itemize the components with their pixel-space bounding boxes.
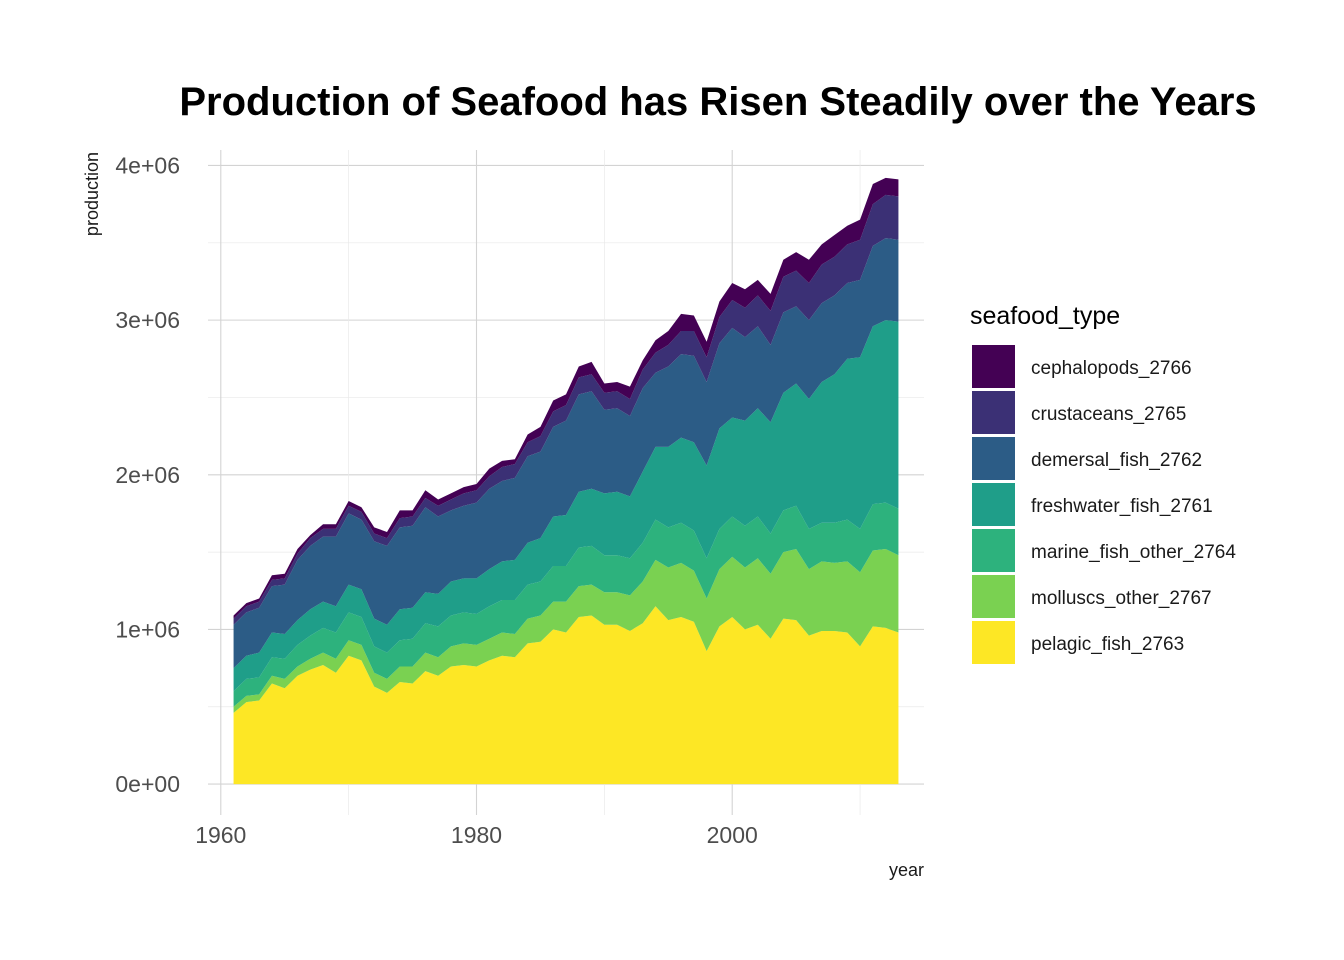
legend-label-cephalopods-2766: cephalopods_2766 — [1031, 358, 1192, 379]
legend-swatch-cephalopods-2766 — [972, 345, 1015, 388]
legend-label-freshwater-fish-2761: freshwater_fish_2761 — [1031, 496, 1213, 517]
x-tick-label: 2000 — [707, 822, 758, 848]
area-freshwater-fish-2761 — [233, 320, 899, 692]
legend-swatch-demersal-fish-2762 — [972, 437, 1015, 480]
legend-label-marine-fish-other-2764: marine_fish_other_2764 — [1031, 542, 1236, 563]
legend-swatch-crustaceans-2765 — [972, 391, 1015, 434]
legend-title: seafood_type — [970, 302, 1120, 330]
area-demersal-fish-2762 — [233, 238, 899, 669]
legend-swatch-pelagic-fish-2763 — [972, 621, 1015, 664]
legend-swatch-molluscs-other-2767 — [972, 575, 1015, 618]
area-pelagic-fish-2763 — [233, 606, 899, 785]
legend-label-crustaceans-2765: crustaceans_2765 — [1031, 404, 1186, 425]
area-molluscs-other-2767 — [233, 549, 899, 713]
x-tick-label: 1980 — [451, 822, 502, 848]
area-layer — [233, 177, 899, 785]
x-tick-label: 1960 — [195, 822, 246, 848]
tick-labels: 0e+00 1e+06 2e+06 3e+06 4e+06 1960 1980 2000 — [115, 152, 757, 848]
y-axis-title: production — [82, 152, 102, 236]
legend-swatch-freshwater-fish-2761 — [972, 483, 1015, 526]
chart-title: Production of Seafood has Risen Steadily… — [179, 80, 1256, 124]
legend-label-demersal-fish-2762: demersal_fish_2762 — [1031, 450, 1202, 471]
legend-swatch-marine-fish-other-2764 — [972, 529, 1015, 572]
legend-label-pelagic-fish-2763: pelagic_fish_2763 — [1031, 634, 1184, 655]
y-tick-label: 1e+06 — [115, 616, 180, 642]
x-axis-title: year — [889, 860, 924, 880]
legend: seafood_type cephalopods_2766 crustaceans… — [970, 302, 1236, 664]
y-tick-label: 4e+06 — [115, 152, 180, 178]
y-tick-label: 0e+00 — [115, 771, 180, 797]
y-tick-label: 2e+06 — [115, 462, 180, 488]
y-tick-label: 3e+06 — [115, 307, 180, 333]
area-cephalopods-2766 — [233, 177, 899, 619]
legend-label-molluscs-other-2767: molluscs_other_2767 — [1031, 588, 1212, 609]
area-marine-fish-other-2764 — [233, 502, 899, 707]
area-crustaceans-2765 — [233, 194, 899, 625]
